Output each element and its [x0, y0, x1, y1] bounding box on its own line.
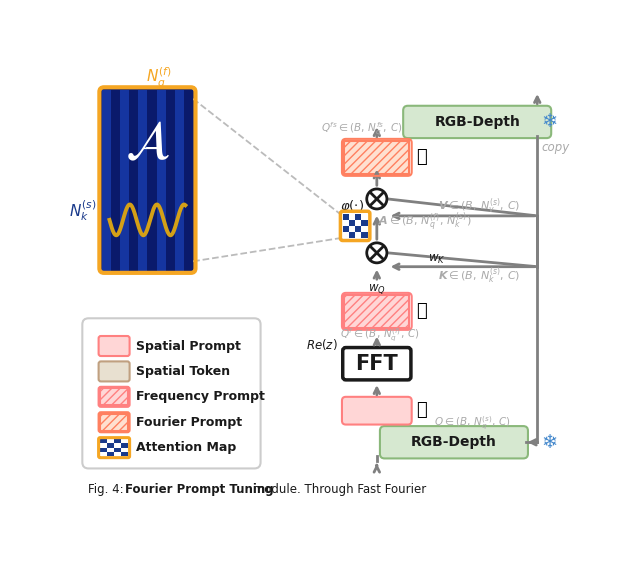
FancyBboxPatch shape [380, 426, 528, 459]
Circle shape [367, 189, 387, 209]
Bar [349, 214, 355, 220]
Text: $\boldsymbol{K} \in (B,\,N_k^{(s)},\,C)$: $\boldsymbol{K} \in (B,\,N_k^{(s)},\,C)$ [438, 265, 520, 286]
FancyBboxPatch shape [342, 397, 412, 425]
Text: Fig. 4:: Fig. 4: [88, 484, 127, 497]
Bar [344, 295, 410, 328]
Bar [102, 90, 111, 270]
Bar [343, 214, 349, 220]
Bar [100, 414, 128, 431]
Bar [343, 226, 349, 232]
Bar [175, 90, 184, 270]
Bar [114, 448, 121, 452]
Bar [100, 443, 107, 448]
Bar [355, 232, 362, 238]
Bar [107, 448, 114, 452]
Bar [114, 452, 121, 456]
Bar [114, 439, 121, 443]
Text: $\boldsymbol{A} \in (B,\,N_q^{(f)},\,N_k^{(s)})$: $\boldsymbol{A} \in (B,\,N_q^{(f)},\,N_k… [378, 210, 472, 234]
Bar [121, 439, 128, 443]
Text: RGB-Depth: RGB-Depth [435, 115, 520, 129]
Text: $\varphi(\cdot)$: $\varphi(\cdot)$ [340, 198, 364, 215]
Text: $w_K$: $w_K$ [428, 253, 445, 266]
Bar [114, 443, 121, 448]
Text: 🔥: 🔥 [417, 147, 427, 166]
Bar [355, 226, 362, 232]
Bar [147, 90, 157, 270]
Text: Fourier Prompt Tuning: Fourier Prompt Tuning [125, 484, 273, 497]
Bar [355, 220, 362, 226]
Bar [362, 232, 367, 238]
Bar [111, 90, 120, 270]
Bar [121, 448, 128, 452]
Bar [100, 452, 107, 456]
Bar [343, 232, 349, 238]
Text: $Q^{fs} \in (B,\,N_q^{fs},\,C)$: $Q^{fs} \in (B,\,N_q^{fs},\,C)$ [321, 120, 403, 138]
Text: $Q^f \in (B,\,N_q^{(f)},\,C)$: $Q^f \in (B,\,N_q^{(f)},\,C)$ [340, 327, 420, 344]
Bar [100, 388, 128, 405]
Circle shape [367, 243, 387, 263]
Bar [349, 220, 355, 226]
Text: Attention Map: Attention Map [136, 441, 236, 454]
Text: copy: copy [541, 141, 570, 154]
Text: $Q \in (B,\,N_q^{(s)},\,C)$: $Q \in (B,\,N_q^{(s)},\,C)$ [434, 414, 511, 431]
Text: $\boldsymbol{V} \in (B,\,N_v^{(s)},\,C)$: $\boldsymbol{V} \in (B,\,N_v^{(s)},\,C)$ [438, 197, 520, 217]
Bar [138, 90, 147, 270]
Bar [107, 452, 114, 456]
Text: $Re(z)$: $Re(z)$ [307, 337, 338, 352]
Bar [100, 439, 107, 443]
FancyBboxPatch shape [99, 87, 195, 273]
Bar [343, 220, 349, 226]
Text: FFT: FFT [355, 354, 398, 374]
Bar [362, 214, 367, 220]
Bar [107, 443, 114, 448]
Bar [107, 439, 114, 443]
Text: $\mathcal{A}$: $\mathcal{A}$ [125, 118, 170, 170]
FancyBboxPatch shape [83, 318, 260, 468]
Bar [129, 90, 138, 270]
Text: $N_q^{(f)}$: $N_q^{(f)}$ [145, 66, 172, 91]
Text: 🔥: 🔥 [417, 302, 427, 320]
Text: ❄: ❄ [541, 112, 558, 132]
Text: 🔥: 🔥 [417, 401, 427, 419]
Text: RGB-Depth: RGB-Depth [411, 435, 497, 449]
Bar [349, 226, 355, 232]
FancyBboxPatch shape [403, 106, 551, 138]
Bar [121, 443, 128, 448]
Bar [362, 220, 367, 226]
FancyBboxPatch shape [99, 336, 129, 356]
Text: Spatial Token: Spatial Token [136, 365, 230, 378]
Bar [184, 90, 193, 270]
Text: ❄: ❄ [541, 433, 558, 452]
FancyBboxPatch shape [343, 348, 411, 380]
Bar [166, 90, 175, 270]
Bar [157, 90, 166, 270]
Text: $N_k^{(s)}$: $N_k^{(s)}$ [69, 198, 97, 223]
Text: module. Through Fast Fourier: module. Through Fast Fourier [249, 484, 426, 497]
Text: Fourier Prompt: Fourier Prompt [136, 416, 242, 429]
Bar [100, 448, 107, 452]
Bar [121, 452, 128, 456]
Bar [362, 226, 367, 232]
Bar [120, 90, 129, 270]
Bar [344, 141, 410, 174]
FancyBboxPatch shape [99, 361, 129, 382]
Bar [355, 214, 362, 220]
Bar [349, 232, 355, 238]
Text: Frequency Prompt: Frequency Prompt [136, 390, 265, 403]
Text: $w_Q$: $w_Q$ [368, 282, 386, 296]
Text: Spatial Prompt: Spatial Prompt [136, 340, 241, 353]
